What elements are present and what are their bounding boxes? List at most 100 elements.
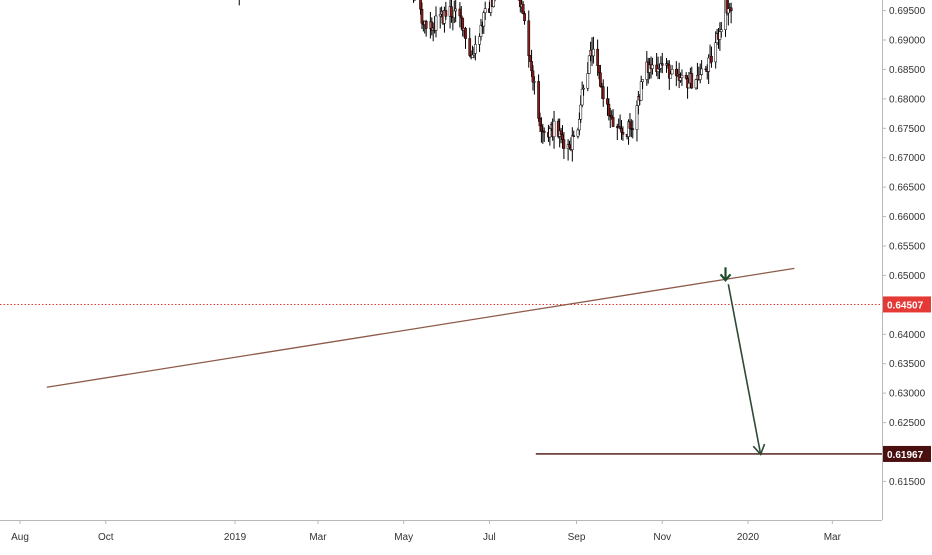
- candle: [599, 64, 602, 88]
- candle-body-up: [687, 82, 691, 89]
- y-tick-label: 0.67500: [889, 124, 926, 135]
- current-price-badge-bg: [883, 296, 931, 313]
- y-tick-label: 0.68000: [889, 94, 926, 105]
- candle-body-up: [694, 79, 698, 89]
- candle-body-down: [538, 117, 542, 127]
- candle-body-down: [710, 55, 713, 63]
- y-tick-label: 0.61500: [889, 477, 926, 488]
- candle-body-down: [424, 20, 428, 29]
- candle: [444, 1, 448, 20]
- candle-body-down: [660, 63, 664, 66]
- candle: [635, 100, 639, 142]
- candle: [454, 0, 458, 23]
- x-tick-label: Nov: [653, 532, 671, 543]
- candle-body-down: [611, 117, 615, 127]
- candle: [669, 71, 673, 79]
- candle-body-down: [568, 144, 571, 148]
- down-arrow-marker: [719, 267, 732, 283]
- candle-body-down: [468, 38, 472, 56]
- candle-body-up: [452, 10, 456, 18]
- candle: [420, 2, 424, 29]
- candle-body-up: [570, 135, 574, 150]
- candle-body-down: [419, 0, 422, 10]
- candle-body-down: [628, 121, 632, 129]
- candle: [641, 79, 644, 89]
- annotations: [0, 267, 882, 456]
- candle: [572, 130, 576, 137]
- projection-arrow-shaft: [727, 284, 762, 455]
- candle-body-down: [601, 86, 605, 100]
- candle: [694, 78, 698, 90]
- candle: [651, 57, 654, 75]
- candle-body-up: [669, 73, 673, 79]
- candle: [596, 39, 599, 76]
- candle: [700, 60, 703, 76]
- candle-body-up: [578, 119, 581, 131]
- x-tick-label: Jul: [483, 532, 496, 543]
- candle: [714, 31, 718, 69]
- current-price-badge-text: 0.64507: [887, 300, 924, 311]
- candle: [570, 127, 574, 162]
- candle-body-down: [537, 81, 540, 119]
- candle: [492, 0, 495, 8]
- candle-body-up: [478, 36, 481, 45]
- candle-body-down: [458, 8, 462, 17]
- candle-body-up: [434, 15, 438, 31]
- candle: [601, 79, 605, 107]
- candle: [707, 54, 710, 85]
- candle-body-down: [596, 48, 599, 66]
- candle-body-down: [690, 73, 694, 89]
- support-price-badge: 0.61967: [883, 445, 931, 462]
- candle-body-down: [610, 115, 614, 118]
- candle: [578, 112, 581, 136]
- candle: [533, 76, 536, 95]
- candles: [238, 0, 733, 162]
- candle: [521, 1, 525, 15]
- candle: [424, 19, 428, 37]
- candle-body-up: [474, 44, 477, 54]
- candle-body-up: [548, 128, 552, 138]
- candle: [621, 126, 625, 141]
- x-tick-label: 2020: [737, 532, 760, 543]
- candle-body-up: [719, 29, 723, 32]
- y-tick-label: 0.68500: [889, 65, 926, 76]
- candle-body-up: [576, 129, 580, 137]
- time-axis[interactable]: Aug Oct 2019 Mar May Jul Sep Nov 2020 Mar: [0, 520, 882, 543]
- candle-body-down: [620, 128, 623, 133]
- candle-body-up: [492, 0, 495, 7]
- y-tick-label: 0.67000: [889, 153, 926, 164]
- candle: [459, 6, 463, 30]
- candle-body-up: [580, 88, 584, 106]
- candle: [631, 120, 635, 139]
- y-tick-label: 0.66500: [889, 183, 926, 194]
- candle-body-down: [606, 98, 609, 105]
- candle-body-up: [579, 104, 583, 120]
- trendline: [46, 267, 795, 388]
- candle: [579, 95, 583, 123]
- candle-body-down: [530, 61, 533, 72]
- candle-body-up: [718, 31, 722, 40]
- candle: [639, 75, 643, 101]
- y-tick-label: 0.62500: [889, 418, 926, 429]
- candle-body-up: [586, 73, 590, 89]
- candle-body-up: [479, 24, 483, 37]
- candle-body-up: [651, 64, 654, 69]
- candle: [587, 55, 591, 75]
- candle-body-up: [707, 57, 710, 72]
- candle-body-down: [631, 128, 635, 130]
- x-tick-label: Aug: [11, 532, 29, 543]
- candle: [719, 21, 723, 38]
- candle: [680, 69, 684, 86]
- candle-body-down: [459, 15, 463, 19]
- candle-body-up: [679, 77, 682, 81]
- candle-body-down: [542, 130, 546, 133]
- candle: [660, 52, 664, 74]
- candle-body-up: [698, 74, 702, 80]
- candle-body-down: [521, 4, 525, 14]
- y-tick-label: 0.63500: [889, 359, 926, 370]
- candle: [468, 27, 472, 57]
- candle-body-down: [597, 65, 601, 74]
- candle-body-up: [592, 48, 595, 57]
